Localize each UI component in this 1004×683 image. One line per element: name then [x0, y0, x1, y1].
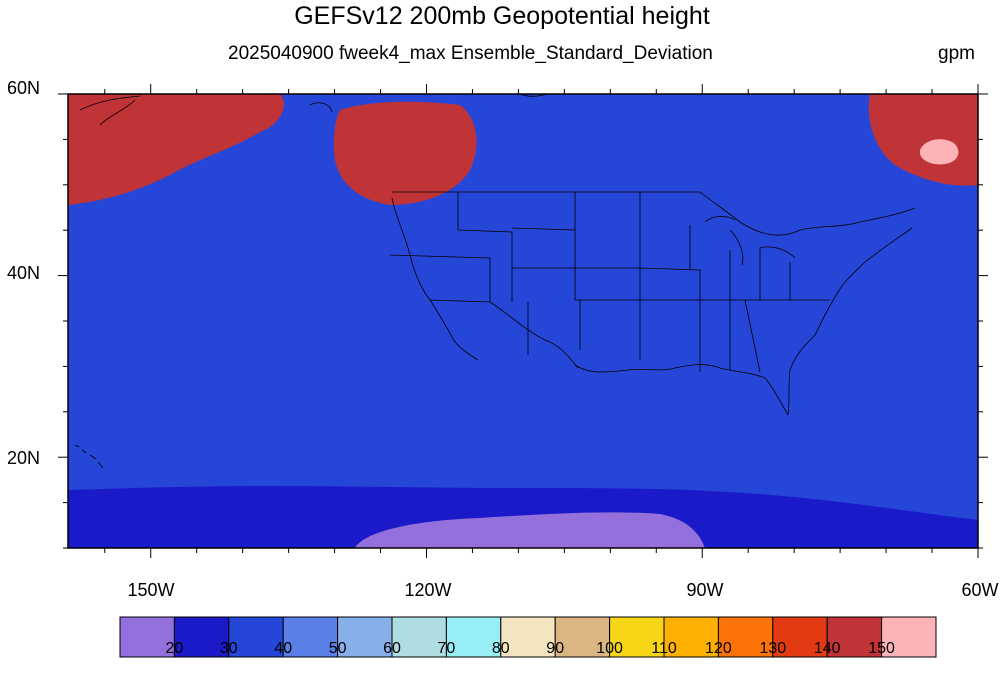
colorbar-label: 150	[868, 640, 895, 657]
colorbar-label: 110	[651, 640, 677, 657]
colorbar-swatch	[609, 616, 665, 658]
lat-label-20n: 20N	[6, 448, 40, 468]
contour-band-30-40	[68, 94, 978, 520]
colorbar-label: 140	[813, 640, 841, 657]
colorbar-label: 70	[437, 640, 456, 657]
colorbar-label: 60	[383, 640, 401, 657]
colorbar-swatch	[554, 616, 611, 658]
coastline-east	[787, 227, 913, 416]
lon-label-150w: 150W	[127, 580, 175, 600]
colorbar-label: 130	[759, 640, 787, 657]
colorbar-label: 90	[546, 640, 565, 657]
colorbar-label: 30	[219, 640, 238, 657]
chart-subtitle: 2025040900 fweek4_max Ensemble_Standard_…	[228, 43, 713, 64]
hawaii	[74, 444, 104, 469]
colorbar-swatch	[391, 616, 447, 658]
lon-label-60w: 60W	[961, 580, 999, 600]
colorbar-label: 50	[328, 640, 347, 657]
contour-band-20-30	[355, 512, 705, 548]
contour-band-140-150	[68, 94, 978, 205]
colorbar-swatch	[445, 616, 502, 658]
colorbar-swatch	[282, 616, 339, 658]
units-label: gpm	[938, 43, 975, 64]
colorbar	[119, 616, 937, 658]
colorbar-swatch	[337, 616, 393, 658]
colorbar-label: 120	[705, 640, 732, 657]
us-canada-border	[392, 191, 916, 236]
lon-label-120w: 120W	[404, 580, 452, 600]
axis-ticks	[58, 84, 988, 558]
colorbar-swatch	[663, 616, 719, 658]
contour-band-over-150	[919, 139, 959, 165]
colorbar-swatch	[881, 616, 937, 658]
colorbar-label: 80	[491, 640, 510, 657]
colorbar-swatch	[826, 616, 883, 658]
colorbar-swatch	[500, 616, 556, 658]
us-mexico-border	[429, 299, 579, 369]
map-boundaries	[74, 94, 916, 469]
state-boundaries	[389, 192, 830, 373]
colorbar-label: 40	[274, 640, 293, 657]
colorbar-label: 20	[165, 640, 184, 657]
colorbar-swatch	[119, 616, 175, 658]
lat-label-40n: 40N	[6, 263, 40, 283]
contour-field	[68, 94, 978, 548]
great-lakes	[704, 216, 796, 266]
lon-label-90w: 90W	[686, 580, 724, 600]
colorbar-swatch	[772, 616, 828, 658]
colorbar-swatch	[173, 616, 230, 658]
colorbar-label: 100	[596, 640, 623, 657]
canada-islands	[79, 94, 549, 126]
lat-label-60n: 60N	[6, 78, 40, 98]
chart-title: GEFSv12 200mb Geopotential height	[294, 2, 710, 30]
coastline-gulf	[574, 364, 789, 416]
